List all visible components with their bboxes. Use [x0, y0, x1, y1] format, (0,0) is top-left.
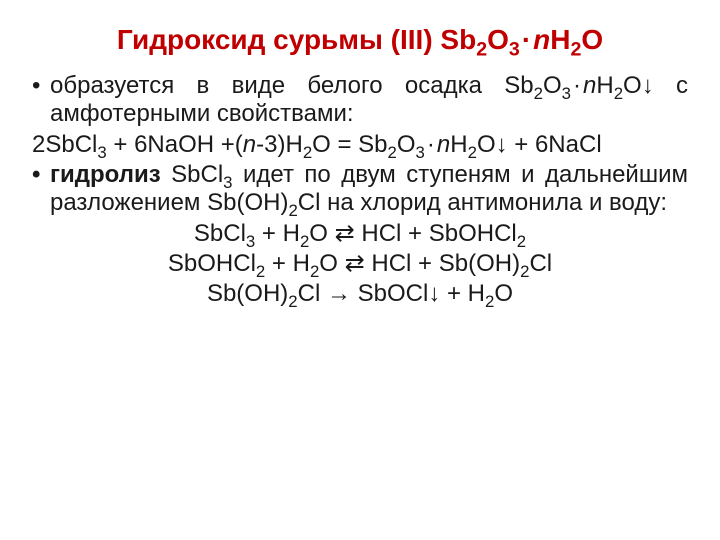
equation-2: SbCl3 + H2O ⇄ HCl + SbOHCl2 [32, 220, 688, 248]
text-bold: гидролиз [50, 161, 161, 188]
slide: Гидроксид сурьмы (III) Sb2O3·nH2O • обра… [0, 0, 720, 540]
title-sub: 2 [570, 39, 581, 61]
sub: 2 [468, 142, 477, 161]
sub: 2 [614, 84, 623, 103]
sub: 3 [97, 142, 106, 161]
n: n [583, 72, 596, 99]
sub: 2 [517, 231, 526, 250]
text: SbCl [161, 161, 224, 188]
sub: 2 [485, 292, 494, 311]
equation-3: SbOHCl2 + H2O ⇄ HCl + Sb(OH)2Cl [32, 250, 688, 278]
text: Sb(OH) [207, 280, 288, 307]
text: O [494, 280, 513, 307]
sub: 2 [288, 201, 297, 220]
sub: 3 [416, 142, 425, 161]
dot-symbol: · [425, 131, 437, 158]
title-text: H [550, 24, 570, 55]
text: Cl → SbOCl↓ + H [298, 280, 485, 307]
text: O [397, 131, 416, 158]
sub: 2 [256, 262, 265, 281]
bullet-body: гидролиз SbCl3 идет по двум ступеням и д… [50, 161, 688, 218]
bullet-item-2: • гидролиз SbCl3 идет по двум ступеням и… [32, 161, 688, 218]
slide-title: Гидроксид сурьмы (III) Sb2O3·nH2O [32, 24, 688, 56]
text: + 6NaOH +( [107, 131, 243, 158]
bullet-dot: • [32, 72, 50, 129]
dot-symbol: · [520, 24, 533, 55]
sub: 3 [562, 84, 571, 103]
title-text: O [581, 24, 603, 55]
text: SbOHCl [168, 250, 256, 277]
title-text: Гидроксид сурьмы (III) Sb [117, 24, 476, 55]
text: Cl на хлорид антимонила и воду: [298, 189, 667, 216]
text: O [543, 72, 562, 99]
text: H [450, 131, 467, 158]
bullet-body: образуется в виде белого осадка Sb2O3·nH… [50, 72, 688, 129]
dot-symbol: · [571, 72, 583, 99]
text: 2SbCl [32, 131, 97, 158]
equation-4: Sb(OH)2Cl → SbOCl↓ + H2O [32, 280, 688, 308]
sub: 2 [534, 84, 543, 103]
text: + H [255, 220, 300, 247]
title-sub: 2 [476, 39, 487, 61]
text: H [596, 72, 613, 99]
title-sub: 3 [509, 39, 520, 61]
bullet-item-1: • образуется в виде белого осадка Sb2O3·… [32, 72, 688, 129]
text: образуется в виде белого осадка Sb [50, 72, 534, 99]
sub: 2 [300, 231, 309, 250]
text: SbCl [194, 220, 246, 247]
sub: 2 [288, 292, 297, 311]
text: + H [265, 250, 310, 277]
bullet-dot: • [32, 161, 50, 218]
sub: 2 [388, 142, 397, 161]
title-n: n [533, 24, 550, 55]
text: O ⇄ HCl + SbOHCl [309, 220, 516, 247]
n: n [243, 131, 256, 158]
text: O = Sb [312, 131, 387, 158]
text: -3)H [256, 131, 303, 158]
sub: 2 [310, 262, 319, 281]
title-text: O [487, 24, 509, 55]
text: O ⇄ HCl + Sb(OH) [319, 250, 520, 277]
equation-1: 2SbCl3 + 6NaOH +(n-3)H2O = Sb2O3·nH2O↓ +… [32, 131, 688, 159]
text: O↓ + 6NaCl [477, 131, 602, 158]
sub: 3 [246, 231, 255, 250]
sub: 2 [303, 142, 312, 161]
n: n [437, 131, 450, 158]
text: Cl [529, 250, 552, 277]
